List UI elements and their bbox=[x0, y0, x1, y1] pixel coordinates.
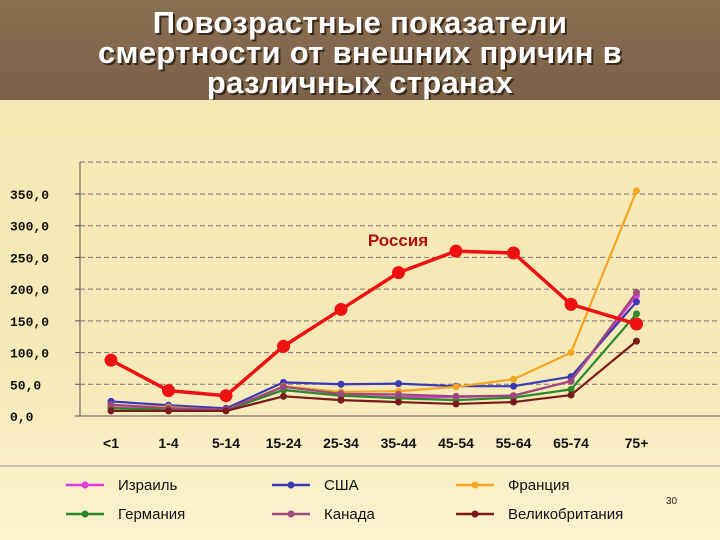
data-point bbox=[222, 407, 230, 415]
y-tick-label: 150,0 bbox=[10, 315, 49, 330]
data-point bbox=[564, 297, 578, 311]
x-tick-label: 1-4 bbox=[158, 435, 178, 451]
legend-swatch-marker bbox=[81, 481, 89, 489]
chart-area bbox=[0, 100, 720, 540]
data-point bbox=[395, 380, 402, 388]
y-tick-label: 350,0 bbox=[10, 188, 49, 203]
series-line bbox=[110, 291, 638, 411]
data-point bbox=[452, 392, 460, 400]
data-point bbox=[449, 244, 463, 258]
series-annotation: Россия bbox=[368, 231, 428, 250]
data-point bbox=[567, 385, 575, 393]
x-tick-label: 75+ bbox=[625, 435, 649, 451]
data-point bbox=[633, 337, 640, 345]
data-point bbox=[510, 375, 517, 383]
data-point bbox=[104, 353, 118, 367]
data-point bbox=[510, 382, 517, 390]
data-point bbox=[337, 380, 345, 388]
data-point bbox=[452, 383, 460, 391]
legend-swatch-marker bbox=[471, 481, 479, 489]
legend-swatch-marker bbox=[287, 510, 295, 518]
series-line bbox=[110, 249, 638, 398]
x-tick-label: 65-74 bbox=[553, 435, 589, 451]
data-point bbox=[337, 396, 345, 404]
data-point bbox=[395, 398, 402, 406]
legend-label: Великобритания bbox=[508, 506, 623, 523]
y-tick-label: 250,0 bbox=[10, 251, 49, 266]
x-tick-label: 15-24 bbox=[266, 435, 302, 451]
data-point bbox=[334, 302, 348, 316]
y-tick-label: 0,0 bbox=[10, 410, 34, 425]
data-point bbox=[633, 310, 640, 318]
data-point bbox=[107, 407, 115, 415]
data-point bbox=[510, 392, 517, 400]
data-point bbox=[395, 390, 402, 398]
data-point bbox=[630, 317, 643, 331]
data-point bbox=[165, 407, 172, 415]
data-point bbox=[107, 401, 115, 409]
legend-label: Канада bbox=[324, 506, 375, 523]
data-point bbox=[510, 398, 517, 406]
data-point bbox=[337, 390, 345, 398]
page-number: 30 bbox=[666, 496, 678, 507]
data-point bbox=[280, 383, 287, 391]
series-line bbox=[111, 340, 638, 413]
legend-swatch-marker bbox=[471, 510, 479, 518]
data-point bbox=[162, 384, 175, 398]
x-tick-label: 45-54 bbox=[438, 435, 474, 451]
data-point bbox=[392, 266, 405, 280]
y-tick-label: 300,0 bbox=[10, 220, 49, 235]
legend-label: Израиль bbox=[118, 477, 177, 494]
x-tick-label: 25-34 bbox=[323, 435, 359, 451]
x-tick-label: <1 bbox=[103, 435, 119, 451]
legend-label: Германия bbox=[118, 506, 185, 523]
legend-swatch-marker bbox=[287, 481, 295, 489]
data-point bbox=[507, 246, 520, 260]
data-point bbox=[567, 349, 575, 357]
data-point bbox=[280, 392, 287, 400]
title-band bbox=[0, 0, 720, 100]
data-point bbox=[633, 187, 640, 195]
legend-swatch-marker bbox=[81, 510, 89, 518]
legend-label: Франция bbox=[508, 477, 569, 494]
slide-title: Повозрастные показатели смертности от вн… bbox=[97, 5, 623, 100]
data-point bbox=[567, 391, 575, 399]
data-point bbox=[277, 339, 290, 353]
y-tick-label: 200,0 bbox=[10, 283, 49, 298]
y-tick-label: 50,0 bbox=[10, 378, 41, 393]
data-point bbox=[452, 400, 460, 408]
data-point bbox=[219, 389, 233, 403]
series-line bbox=[110, 190, 638, 412]
y-tick-label: 100,0 bbox=[10, 347, 49, 362]
data-point bbox=[633, 288, 640, 296]
data-point bbox=[567, 377, 575, 385]
legend-label: США bbox=[324, 477, 359, 494]
data-point bbox=[633, 298, 640, 306]
x-tick-label: 5-14 bbox=[212, 435, 240, 451]
x-tick-label: 55-64 bbox=[496, 435, 532, 451]
series-line bbox=[110, 301, 638, 410]
x-tick-label: 35-44 bbox=[381, 435, 417, 451]
